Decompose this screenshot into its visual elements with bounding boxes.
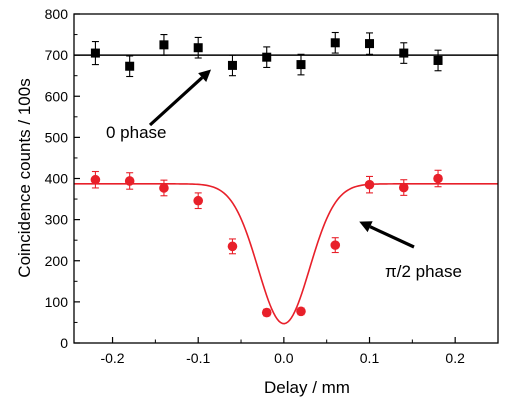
data-point [90,48,100,58]
x-tick-label: 0.2 [445,350,465,366]
series-1 [90,169,443,318]
data-point [193,195,204,206]
data-point [365,39,375,49]
axes: -0.2 -0.1 0.0 0.1 0.2 0 100 200 300 400 500 600 700 8… [45,6,499,366]
y-tick-label: 100 [45,294,69,310]
data-point [433,55,443,65]
data-point [296,60,306,70]
data-point [433,173,443,184]
y-tick-label: 300 [45,212,69,228]
fit-curve [74,183,498,325]
y-tick-label: 800 [45,6,69,22]
data-point [125,61,135,71]
x-tick-label: -0.1 [186,350,210,366]
data-point [227,241,238,252]
annotation-0-phase: 0 phase [106,123,167,142]
y-tick-label: 500 [45,129,69,145]
annotation-arrow-head [198,69,212,83]
y-tick-label: 200 [45,253,69,269]
x-tick-label: 0.0 [274,350,294,366]
y-tick-label: 600 [45,88,69,104]
data-point [159,183,169,193]
data-point [296,306,306,317]
y-tick-label: 0 [60,335,68,351]
data-point [262,52,272,62]
annotation-arrow-shaft [369,225,415,249]
y-tick-label: 700 [45,47,69,63]
y-axis-title: Coincidence counts / 100s [15,78,34,277]
annotation-arrow-head [359,221,373,233]
series-0 [90,31,443,78]
annotation-pi2-phase: π/2 phase [385,262,462,281]
data-point [124,176,135,186]
plot-area [74,31,498,325]
data-point [90,174,101,185]
y-tick-label: 400 [45,171,69,187]
x-tick-label: -0.2 [100,350,124,366]
data-point [330,240,341,250]
data-point [227,60,237,70]
data-point [399,48,409,58]
data-point [261,307,272,318]
x-tick-label: 0.1 [360,350,380,366]
data-point [193,43,203,53]
data-point [364,179,375,190]
x-axis-title: Delay / mm [264,378,350,397]
data-point [159,40,169,50]
data-point [398,182,409,193]
annotation-arrow-shaft [148,76,204,127]
data-point [330,38,340,48]
